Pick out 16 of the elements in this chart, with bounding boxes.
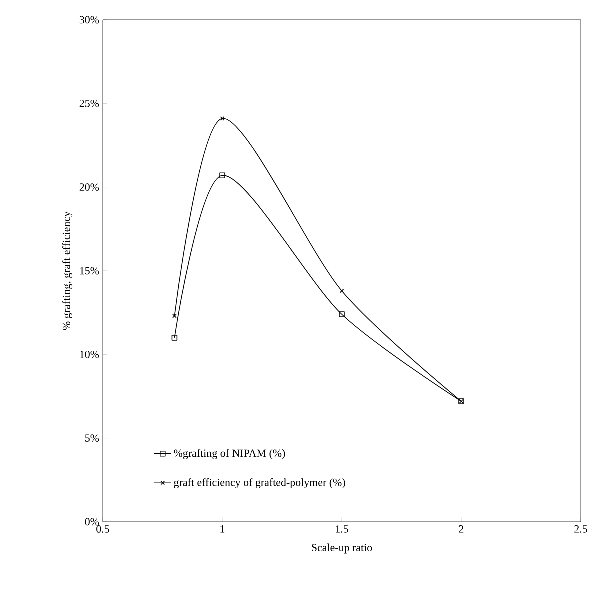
y-tick-label: 0%: [85, 518, 100, 526]
x-tick-label: 1: [220, 526, 225, 533]
y-axis-title: % grafting, graft efficiency: [62, 211, 73, 330]
y-tick-label: 30%: [80, 16, 100, 24]
legend-label: graft efficiency of grafted-polymer (%): [174, 478, 346, 489]
x-tick-label: 0.5: [96, 526, 110, 533]
x-tick-label: 2.5: [574, 526, 588, 533]
x-tick-label: 2: [459, 526, 464, 533]
y-tick-label: 25%: [80, 100, 100, 108]
x-tick-label: 1.5: [336, 526, 348, 533]
y-tick-label: 10%: [80, 350, 100, 358]
y-tick-label: 20%: [80, 184, 100, 192]
legend-label: %grafting of NIPAM (%): [174, 449, 286, 460]
y-tick-label: 15%: [80, 267, 100, 275]
x-axis-title: Scale-up ratio: [312, 544, 372, 554]
y-tick-label: 5%: [86, 434, 100, 442]
